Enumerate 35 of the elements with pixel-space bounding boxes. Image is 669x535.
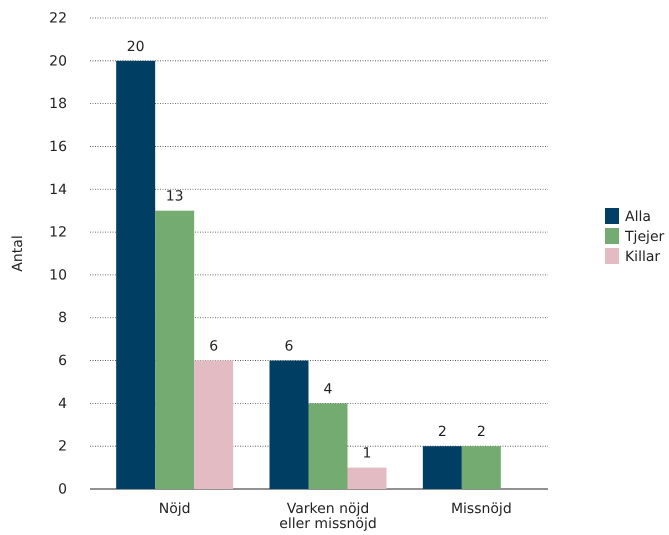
legend-label: Killar <box>625 249 660 265</box>
bar <box>462 446 501 489</box>
x-tick-label: Varken nöjd eller missnöjd <box>279 501 377 532</box>
y-axis-title: Antal <box>10 235 26 272</box>
y-tick-label: 14 <box>49 182 68 198</box>
y-tick-label: 22 <box>49 10 67 26</box>
legend-label: Alla <box>625 209 651 225</box>
data-label: 4 <box>324 381 333 398</box>
legend-label: Tjejer <box>624 229 665 245</box>
data-label: 13 <box>166 188 184 205</box>
data-label: 6 <box>209 338 218 355</box>
bar <box>116 60 156 489</box>
y-tick-label: 10 <box>49 267 67 284</box>
y-tick-label: 16 <box>49 138 68 155</box>
bar <box>422 446 462 489</box>
bar <box>270 360 308 489</box>
bar <box>194 360 234 489</box>
y-tick-label: 20 <box>49 53 67 70</box>
data-label: 2 <box>438 424 447 440</box>
y-tick-label: 0 <box>58 481 67 498</box>
bar <box>155 210 194 489</box>
y-tick-label: 12 <box>49 224 67 241</box>
y-tick-label: 6 <box>58 353 68 370</box>
y-tick-label: 4 <box>58 396 68 412</box>
data-label: 1 <box>362 446 372 462</box>
x-tick-label: Nöjd <box>158 501 191 517</box>
bar <box>308 403 348 489</box>
y-tick-label: 18 <box>49 96 67 112</box>
bar <box>348 468 386 489</box>
y-tick-label: 2 <box>58 438 67 455</box>
data-label: 6 <box>284 338 294 355</box>
y-tick-label: 8 <box>58 310 67 326</box>
data-label: 20 <box>126 38 145 55</box>
data-label: 2 <box>476 424 486 440</box>
x-tick-label: Missnöjd <box>450 501 512 517</box>
